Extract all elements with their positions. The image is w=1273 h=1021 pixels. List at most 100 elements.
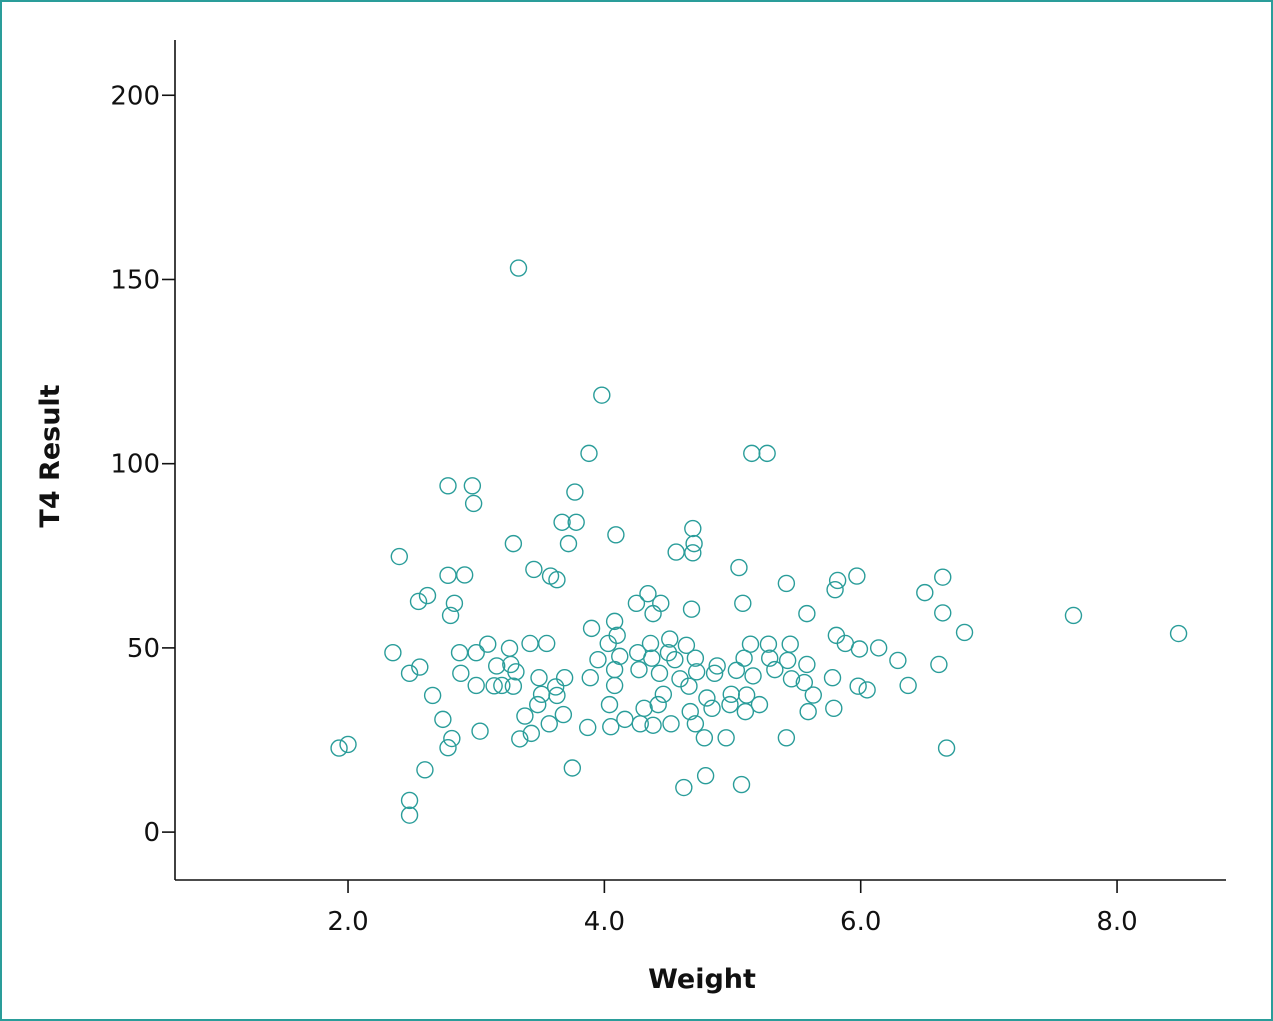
x-tick-label: 8.0 [1096, 907, 1137, 937]
y-tick-label: 150 [110, 265, 160, 295]
data-point [698, 689, 716, 707]
data-point [798, 655, 816, 674]
x-tick-label: 6.0 [840, 907, 881, 937]
data-point [548, 686, 566, 705]
data-point [600, 695, 619, 714]
data-point [400, 806, 419, 824]
data-point [330, 739, 348, 757]
data-point [703, 699, 721, 718]
data-point [732, 775, 751, 794]
data-point [548, 571, 566, 589]
data-point [602, 718, 620, 736]
data-point [659, 643, 678, 662]
data-point [555, 669, 574, 687]
data-point [607, 526, 625, 544]
data-point [493, 676, 511, 695]
data-point [507, 663, 525, 681]
data-point [734, 594, 752, 613]
data-point [825, 699, 843, 718]
data-point [530, 669, 548, 687]
data-point [529, 695, 547, 714]
data-point [685, 534, 703, 553]
data-point [554, 705, 573, 724]
data-point [643, 649, 661, 667]
data-point [579, 718, 597, 737]
data-point [743, 444, 761, 463]
data-point [777, 574, 796, 593]
data-point [1064, 606, 1083, 625]
data-point [675, 778, 693, 797]
data-point [599, 634, 617, 653]
data-point [488, 657, 506, 675]
x-tick-label: 4.0 [584, 907, 625, 937]
data-point [439, 477, 457, 495]
data-point [627, 594, 646, 613]
data-point [858, 681, 876, 699]
data-point [828, 571, 847, 590]
data-point [681, 702, 699, 721]
data-point [680, 677, 698, 695]
data-point [441, 606, 460, 625]
data-point [682, 600, 701, 618]
data-point [608, 626, 626, 645]
axes [174, 40, 1226, 881]
data-point [708, 657, 726, 675]
data-point [799, 702, 817, 721]
data-point [730, 558, 748, 577]
data-point [509, 259, 528, 277]
data-point [721, 695, 739, 714]
data-point [439, 739, 457, 757]
x-axis-title: Weight [648, 964, 756, 995]
data-point [916, 583, 934, 602]
data-point [445, 594, 464, 613]
data-point [434, 710, 452, 729]
data-point [455, 566, 474, 584]
data-point [677, 636, 696, 655]
data-point [652, 594, 670, 613]
data-point [644, 604, 662, 623]
data-point [778, 651, 797, 670]
data-point [667, 543, 685, 561]
data-point [516, 707, 534, 725]
data-point [705, 664, 724, 683]
data-point [463, 477, 482, 495]
data-point [581, 669, 599, 687]
data-point [826, 580, 844, 599]
data-point [467, 643, 485, 662]
data-point [540, 715, 558, 733]
data-point [616, 710, 634, 729]
data-point [639, 585, 657, 603]
data-point [686, 649, 705, 667]
data-point [411, 658, 429, 676]
y-tick-label: 50 [127, 634, 160, 664]
data-point [934, 604, 952, 622]
data-point [722, 685, 740, 704]
data-point [485, 677, 503, 695]
data-point [777, 729, 796, 747]
data-point [650, 664, 669, 683]
data-point [546, 678, 565, 696]
data-point [795, 673, 814, 692]
data-point [511, 730, 529, 748]
data-point [766, 660, 784, 679]
data-point [563, 759, 582, 777]
data-point [759, 635, 778, 653]
data-point [500, 639, 519, 657]
data-point [567, 513, 585, 531]
data-point [409, 592, 428, 611]
data-point [559, 534, 578, 553]
data-point [521, 634, 539, 653]
data-point [522, 724, 541, 743]
data-point [899, 676, 917, 695]
data-points [330, 259, 1188, 824]
data-point [666, 650, 684, 669]
data-point [735, 649, 753, 667]
data-point [553, 513, 571, 531]
data-point [744, 667, 762, 685]
data-point [439, 566, 457, 585]
data-point [761, 649, 779, 667]
data-point [467, 676, 485, 695]
data-point [589, 650, 607, 669]
